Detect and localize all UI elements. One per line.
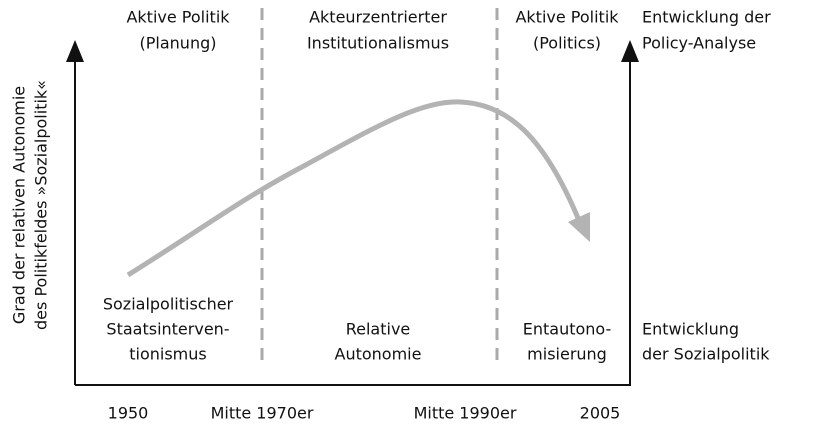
x-label: Mitte 1990er: [414, 404, 517, 423]
phase-label: Institutionalismus: [307, 34, 449, 53]
curve-arrowhead: [568, 212, 590, 242]
phase-label: Akteurzentrierter: [309, 8, 447, 27]
axes: [74, 52, 631, 386]
row-label: Entwicklung: [642, 320, 739, 339]
phase-label: misierung: [527, 345, 607, 364]
row-label: Entwicklung der: [642, 8, 771, 27]
y-axis-label: des Politikfeldes »Sozialpolitik«: [32, 80, 51, 330]
x-label: Mitte 1970er: [211, 404, 314, 423]
curve: [126, 99, 581, 278]
x-label: 1950: [108, 404, 149, 423]
phase-label: Autonomie: [335, 345, 422, 364]
phase-label: Staatsinterven-: [106, 320, 229, 339]
phase-label: Relative: [346, 320, 411, 339]
phase-label: tionismus: [129, 345, 207, 364]
x-label: 2005: [580, 404, 621, 423]
phase-label: Entautono-: [523, 320, 612, 339]
row-label: Policy-Analyse: [642, 34, 756, 53]
phase-label: Aktive Politik: [515, 8, 619, 27]
row-label: der Sozialpolitik: [642, 345, 770, 364]
phase-label: (Politics): [533, 34, 601, 53]
phase-label: Sozialpolitischer: [103, 295, 234, 314]
phase-label: Aktive Politik: [126, 8, 230, 27]
y-axis-label: Grad der relativen Autonomie: [10, 86, 29, 324]
phase-label: (Planung): [140, 34, 217, 53]
